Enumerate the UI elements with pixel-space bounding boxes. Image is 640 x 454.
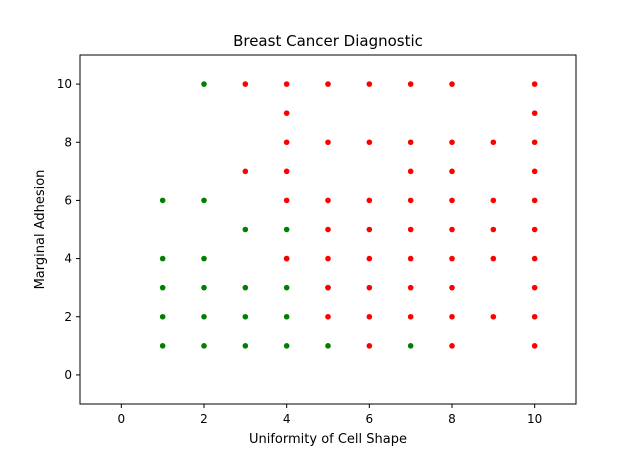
scatter-point xyxy=(201,197,207,204)
scatter-point xyxy=(159,313,166,320)
scatter-point xyxy=(325,139,331,146)
scatter-point xyxy=(283,343,290,349)
scatter-point xyxy=(159,197,166,204)
scatter-point xyxy=(407,168,414,175)
scatter-point xyxy=(407,313,414,320)
scatter-point xyxy=(490,313,497,320)
scatter-point xyxy=(366,81,373,87)
scatter-point xyxy=(242,226,249,233)
scatter-point xyxy=(283,197,290,204)
scatter-point xyxy=(407,343,414,349)
scatter-point xyxy=(449,343,455,349)
scatter-point xyxy=(366,313,373,320)
scatter-point xyxy=(449,226,455,233)
scatter-point xyxy=(531,313,538,320)
scatter-point xyxy=(449,284,455,291)
scatter-point xyxy=(366,343,373,349)
y-tick-label: 6 xyxy=(64,193,72,207)
scatter-point xyxy=(325,343,331,349)
scatter-point xyxy=(407,139,414,146)
scatter-point xyxy=(325,81,331,87)
chart-title: Breast Cancer Diagnostic xyxy=(233,32,423,50)
scatter-point xyxy=(159,343,166,349)
x-tick-label: 0 xyxy=(118,412,126,426)
y-tick-label: 10 xyxy=(57,77,72,91)
scatter-point xyxy=(490,255,497,262)
x-tick-label: 6 xyxy=(366,412,374,426)
scatter-point xyxy=(283,139,290,146)
scatter-point xyxy=(531,110,538,116)
scatter-point xyxy=(283,226,290,233)
scatter-point xyxy=(201,81,207,87)
x-tick-label: 10 xyxy=(527,412,542,426)
scatter-point xyxy=(407,226,414,233)
scatter-point xyxy=(283,81,290,87)
scatter-point xyxy=(531,197,538,204)
x-tick-label: 2 xyxy=(200,412,208,426)
y-tick-label: 8 xyxy=(64,135,72,149)
y-tick-label: 2 xyxy=(64,310,72,324)
scatter-point xyxy=(449,313,455,320)
scatter-point xyxy=(366,226,373,233)
scatter-point xyxy=(366,255,373,262)
scatter-point xyxy=(531,168,538,175)
scatter-point xyxy=(407,255,414,262)
scatter-point xyxy=(283,110,290,116)
x-axis-label: Uniformity of Cell Shape xyxy=(249,432,407,447)
scatter-point xyxy=(407,81,414,87)
scatter-point xyxy=(407,284,414,291)
scatter-point xyxy=(449,139,455,146)
scatter-point xyxy=(325,284,331,291)
scatter-point xyxy=(159,255,166,262)
scatter-point xyxy=(242,343,249,349)
scatter-point xyxy=(449,255,455,262)
scatter-point xyxy=(325,313,331,320)
plot-frame xyxy=(79,54,577,405)
scatter-point xyxy=(407,197,414,204)
scatter-point xyxy=(242,168,249,175)
scatter-point xyxy=(159,284,166,291)
scatter-point xyxy=(531,343,538,349)
scatter-point xyxy=(490,226,497,233)
scatter-point xyxy=(283,284,290,291)
x-axis-ticks: 0 2 4 6 8 10 xyxy=(118,404,542,426)
scatter-point xyxy=(531,81,538,87)
scatter-point xyxy=(325,197,331,204)
scatter-point xyxy=(449,197,455,204)
scatter-point xyxy=(531,284,538,291)
scatter-point xyxy=(490,197,497,204)
scatter-point xyxy=(325,255,331,262)
y-tick-label: 4 xyxy=(64,252,72,266)
scatter-point xyxy=(366,197,373,204)
scatter-point xyxy=(201,255,207,262)
scatter-point xyxy=(531,255,538,262)
scatter-point xyxy=(490,139,497,146)
scatter-point xyxy=(366,139,373,146)
scatter-point xyxy=(242,313,249,320)
scatter-point xyxy=(325,226,331,233)
scatter-point xyxy=(366,284,373,291)
y-axis-ticks: 0 2 4 6 8 10 xyxy=(57,77,80,382)
points-layer xyxy=(159,81,538,349)
scatter-point xyxy=(531,139,538,146)
scatter-point xyxy=(242,81,249,87)
y-axis-label: Marginal Adhesion xyxy=(33,170,48,290)
scatter-point xyxy=(283,313,290,320)
scatter-point xyxy=(242,284,249,291)
scatter-point xyxy=(201,343,207,349)
scatter-point xyxy=(283,168,290,175)
scatter-point xyxy=(283,255,290,262)
x-tick-label: 8 xyxy=(448,412,456,426)
x-tick-label: 4 xyxy=(283,412,291,426)
scatter-point xyxy=(449,81,455,87)
scatter-point xyxy=(201,313,207,320)
scatter-point xyxy=(201,284,207,291)
y-tick-label: 0 xyxy=(64,368,72,382)
scatter-point xyxy=(531,226,538,233)
scatter-point xyxy=(449,168,455,175)
